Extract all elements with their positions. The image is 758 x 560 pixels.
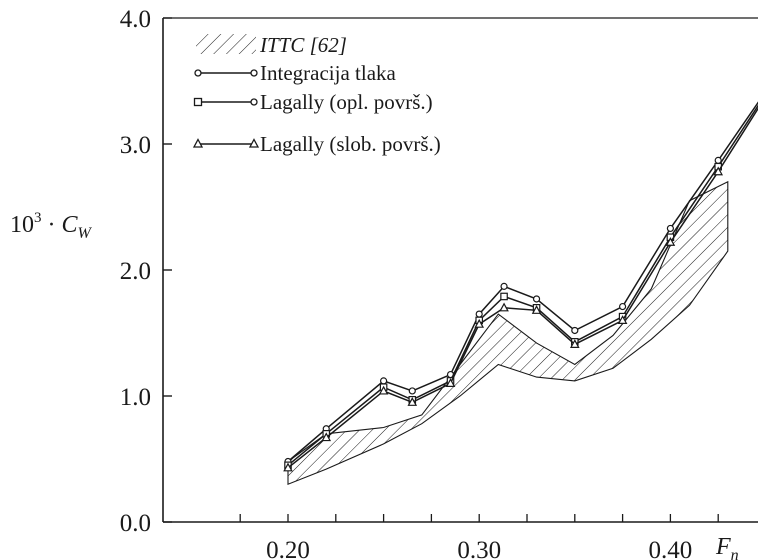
data-point — [666, 224, 675, 233]
data-point — [617, 315, 628, 324]
y-label-symbol: C — [62, 212, 79, 238]
y-tick-label: 0.0 — [120, 510, 151, 537]
legend-integracija-label: Integracija tlaka — [260, 61, 397, 85]
legend: ITTC [62] Integracija tlaka Lagally (opl… — [192, 33, 441, 156]
y-axis-label: 103 · CW — [10, 210, 93, 242]
legend-item-band: ITTC [62] — [196, 33, 347, 57]
y-tick-label: 1.0 — [120, 384, 151, 411]
data-point — [378, 385, 389, 395]
legend-item-lagally-slob: Lagally (slob. površ.) — [192, 132, 441, 156]
x-tick-label: 0.30 — [457, 537, 501, 560]
y-label-exponent: 3 — [34, 210, 42, 226]
data-point — [321, 432, 332, 442]
data-point — [500, 292, 508, 301]
data-point — [618, 302, 627, 311]
legend-lagally-opl-marker-left — [193, 97, 203, 107]
x-tick-label: 0.20 — [266, 537, 310, 560]
data-point — [569, 339, 580, 348]
ticks: 0.01.02.03.04.00.200.300.400.50 — [120, 6, 719, 560]
data-point — [571, 326, 579, 335]
legend-band-swatch — [196, 34, 256, 54]
data-point — [408, 387, 416, 395]
x-tick-label: 0.40 — [649, 537, 693, 560]
legend-lagally-opl-label: Lagally (opl. površ.) — [260, 90, 433, 114]
legend-lagally-slob-marker-right — [248, 138, 260, 148]
data-point — [531, 305, 542, 314]
x-label-symbol: F — [715, 534, 731, 560]
legend-integracija-marker-left — [194, 69, 202, 77]
data-point — [407, 397, 418, 406]
data-point — [665, 237, 676, 246]
data-point — [532, 295, 541, 303]
legend-item-lagally-opl: Lagally (opl. površ.) — [193, 90, 433, 114]
y-label-subscript: W — [78, 225, 93, 242]
legend-item-integracija: Integracija tlaka — [194, 61, 397, 85]
data-point — [499, 302, 509, 312]
data-point — [283, 462, 293, 472]
legend-integracija-marker-right — [250, 69, 258, 77]
y-tick-label: 4.0 — [120, 6, 151, 33]
ittc-band — [287, 180, 729, 486]
x-axis-label: Fn — [715, 534, 739, 560]
data-point — [713, 166, 724, 176]
data-point — [445, 378, 456, 387]
ittc-band-layer — [287, 180, 729, 486]
x-label-subscript: n — [731, 547, 739, 560]
series-1 — [284, 101, 758, 466]
y-label-base: 10 — [10, 212, 34, 238]
y-tick-label: 2.0 — [120, 258, 151, 285]
series-layer — [283, 101, 758, 472]
legend-lagally-opl-marker-right — [250, 98, 258, 106]
legend-band-label: ITTC [62] — [259, 33, 347, 57]
data-point — [500, 282, 508, 290]
data-point — [474, 318, 485, 328]
data-point — [380, 377, 388, 385]
series-3 — [283, 107, 758, 472]
y-label-dot: · — [42, 212, 62, 238]
legend-lagally-slob-marker-left — [192, 138, 204, 148]
data-point — [475, 310, 483, 318]
legend-lagally-slob-label: Lagally (slob. površ.) — [260, 132, 441, 156]
y-tick-label: 3.0 — [120, 132, 151, 159]
